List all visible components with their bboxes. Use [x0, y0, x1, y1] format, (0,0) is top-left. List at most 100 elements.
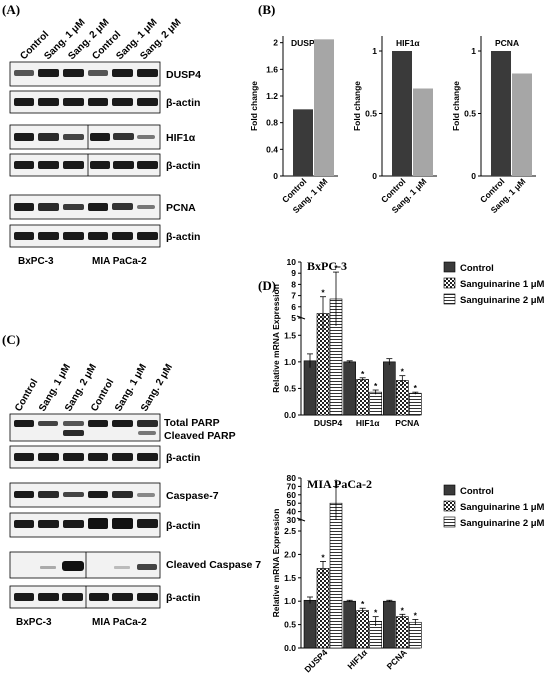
d-miapaca2-bar-3-2	[396, 616, 409, 649]
d-miapaca2-legend-label-1: Control	[460, 486, 494, 497]
blot-a-strips: DUSP4 β-actin HIF1α β-actin PCNA β-actin	[9, 61, 201, 248]
blot-c-row-cleaved-caspase7: Cleaved Caspase 7	[166, 559, 261, 571]
b-dusp4-ytick-label: 0.4	[266, 144, 278, 154]
d-miapaca2-bar-1-3	[329, 502, 343, 649]
b-hif1a-bar-1	[392, 51, 412, 176]
d-bxpc3-legend-label-1: Control	[460, 263, 494, 274]
b-dusp4-ytick-label: 0.8	[266, 118, 278, 128]
b-dusp4-ytick-label: 1.6	[266, 64, 278, 74]
d-miapaca2-ytick-label: 2.0	[284, 549, 296, 559]
panel-label-a: (A)	[2, 2, 20, 17]
b-pcna-bar-1	[491, 51, 511, 176]
d-miapaca2-significance: *	[361, 599, 365, 609]
d-miapaca2-ytick-label: 70	[287, 481, 297, 491]
d-bxpc3-ytick-label: 5	[291, 313, 296, 323]
d-bxpc3-legend-swatch-2	[443, 277, 456, 289]
d-bxpc3-bar-3-3	[409, 392, 422, 416]
d-miapaca2-legend-swatch-1	[443, 484, 456, 496]
blot-a-row-dusp4: DUSP4	[166, 69, 201, 81]
blot-c-row-caspase7: Caspase-7	[166, 490, 219, 502]
d-bxpc3-legend-swatch-1	[443, 261, 456, 273]
blot-a-row-actin-2: β-actin	[166, 160, 200, 172]
d-miapaca2-ytick-label: 0.0	[284, 643, 296, 653]
d-bxpc3-ytick-label: 0.0	[284, 410, 296, 420]
blot-a-row-pcna: PCNA	[166, 202, 196, 214]
d-miapaca2-significance: *	[374, 608, 378, 618]
d-miapaca2-title: MIA PaCa-2	[307, 477, 372, 491]
blot-c-row-actin-2: β-actin	[166, 520, 200, 532]
d-bxpc3-title: BxPC-3	[307, 259, 347, 273]
b-dusp4-bar-1	[293, 109, 313, 176]
d-miapaca2-legend-label-2: Sanguinarine 1 μM	[460, 502, 545, 513]
b-pcna-ytick-label: 1	[471, 46, 476, 56]
panel-label-d: (D)	[258, 278, 276, 293]
b-hif1a-ytick-label: 1	[372, 46, 377, 56]
d-bxpc3-significance: *	[414, 383, 418, 393]
d-bxpc3-significance: *	[321, 288, 325, 298]
d-miapaca2-xtick-label-1: DUSP4	[302, 647, 329, 674]
blot-a-row-hif1a: HIF1α	[166, 132, 196, 144]
d-miapaca2-significance: *	[321, 552, 325, 562]
blot-c-strips: Total PARP Cleaved PARP β-actin Caspase-…	[9, 413, 261, 609]
panel-label-b: (B)	[258, 2, 275, 17]
d-bxpc3-bar-1-1	[303, 360, 317, 416]
b-dusp4-ytick-label: 1.2	[266, 91, 278, 101]
d-bxpc3-ytick-label: 1.0	[284, 357, 296, 367]
d-bxpc3-ytick-label: 7	[291, 291, 296, 301]
d-bxpc3-bar-3-2	[396, 380, 409, 416]
d-bxpc3-legend-swatch-3	[443, 293, 456, 305]
b-hif1a-title: HIF1α	[396, 38, 420, 48]
d-miapaca2-bar-2-1	[343, 600, 356, 649]
d-bxpc3-legend-label-3: Sanguinarine 2 μM	[460, 295, 545, 306]
b-hif1a-ytick-label: 0.5	[365, 109, 377, 119]
d-miapaca2-ytick-label: 0.5	[284, 620, 296, 630]
d-miapaca2-bar-1-2	[316, 568, 330, 649]
blot-a-row-actin-1: β-actin	[166, 97, 200, 109]
d-bxpc3-legend-label-2: Sanguinarine 1 μM	[460, 279, 545, 290]
panel-label-c: (C)	[2, 332, 20, 347]
d-bxpc3-significance: *	[374, 381, 378, 391]
b-dusp4-bar-2	[314, 39, 334, 177]
blot-c-cell-miapaca2: MIA PaCa-2	[92, 617, 147, 628]
b-pcna-ytick-label: 0.5	[464, 109, 476, 119]
blot-c-row-total-parp: Total PARP	[164, 417, 220, 429]
d-bxpc3-bar-2-2	[356, 379, 369, 416]
d-bxpc3-xtick-label-1: DUSP4	[314, 418, 343, 428]
b-dusp4-ytick-label: 0	[273, 171, 278, 181]
d-bxpc3-significance: *	[361, 369, 365, 379]
b-dusp4-ylabel: Fold change	[249, 81, 259, 131]
d-bxpc3-ytick-label: 8	[291, 279, 296, 289]
b-pcna-title: PCNA	[495, 38, 519, 48]
d-miapaca2-ylabel: Relative mRNA Expression	[271, 509, 281, 618]
blot-a-cell-bxpc3: BxPC-3	[18, 256, 54, 267]
blot-a-lane-labels: Control Sang. 1 μM Sang. 2 μM Control Sa…	[18, 17, 183, 62]
d-bxpc3-bar-3-1	[383, 361, 396, 416]
blot-c-row-actin-1: β-actin	[166, 452, 200, 464]
d-miapaca2-xtick-label-2: HIF1α	[345, 647, 369, 671]
d-bxpc3-xtick-label-3: PCNA	[395, 418, 419, 428]
blot-a-row-actin-3: β-actin	[166, 231, 200, 243]
b-hif1a-ylabel: Fold change	[352, 81, 362, 131]
b-hif1a-bar-2	[413, 88, 433, 176]
d-miapaca2-significance: *	[414, 610, 418, 620]
d-bxpc3-ytick-label: 9	[291, 268, 296, 278]
d-bxpc3-xtick-label-2: HIF1α	[356, 418, 380, 428]
d-miapaca2-ytick-label: 40	[287, 507, 297, 517]
b-dusp4-title: DUSP4	[291, 38, 320, 48]
d-miapaca2-ytick-label: 50	[287, 498, 297, 508]
d-miapaca2-bar-3-3	[409, 621, 422, 649]
blot-a-cell-miapaca2: MIA PaCa-2	[92, 256, 147, 267]
d-miapaca2-ytick-label: 2.5	[284, 526, 296, 536]
b-hif1a-ytick-label: 0	[372, 171, 377, 181]
d-miapaca2-ytick-label: 80	[287, 473, 297, 483]
d-bxpc3-bar-2-1	[343, 361, 356, 416]
d-bxpc3-ytick-label: 1.5	[284, 330, 296, 340]
d-miapaca2-ytick-label: 30	[287, 515, 297, 525]
d-miapaca2-ytick-label: 60	[287, 490, 297, 500]
d-bxpc3-bar-2-3	[369, 391, 382, 416]
d-miapaca2-bar-3-1	[383, 600, 396, 649]
d-miapaca2-ytick-label: 1.5	[284, 573, 296, 583]
